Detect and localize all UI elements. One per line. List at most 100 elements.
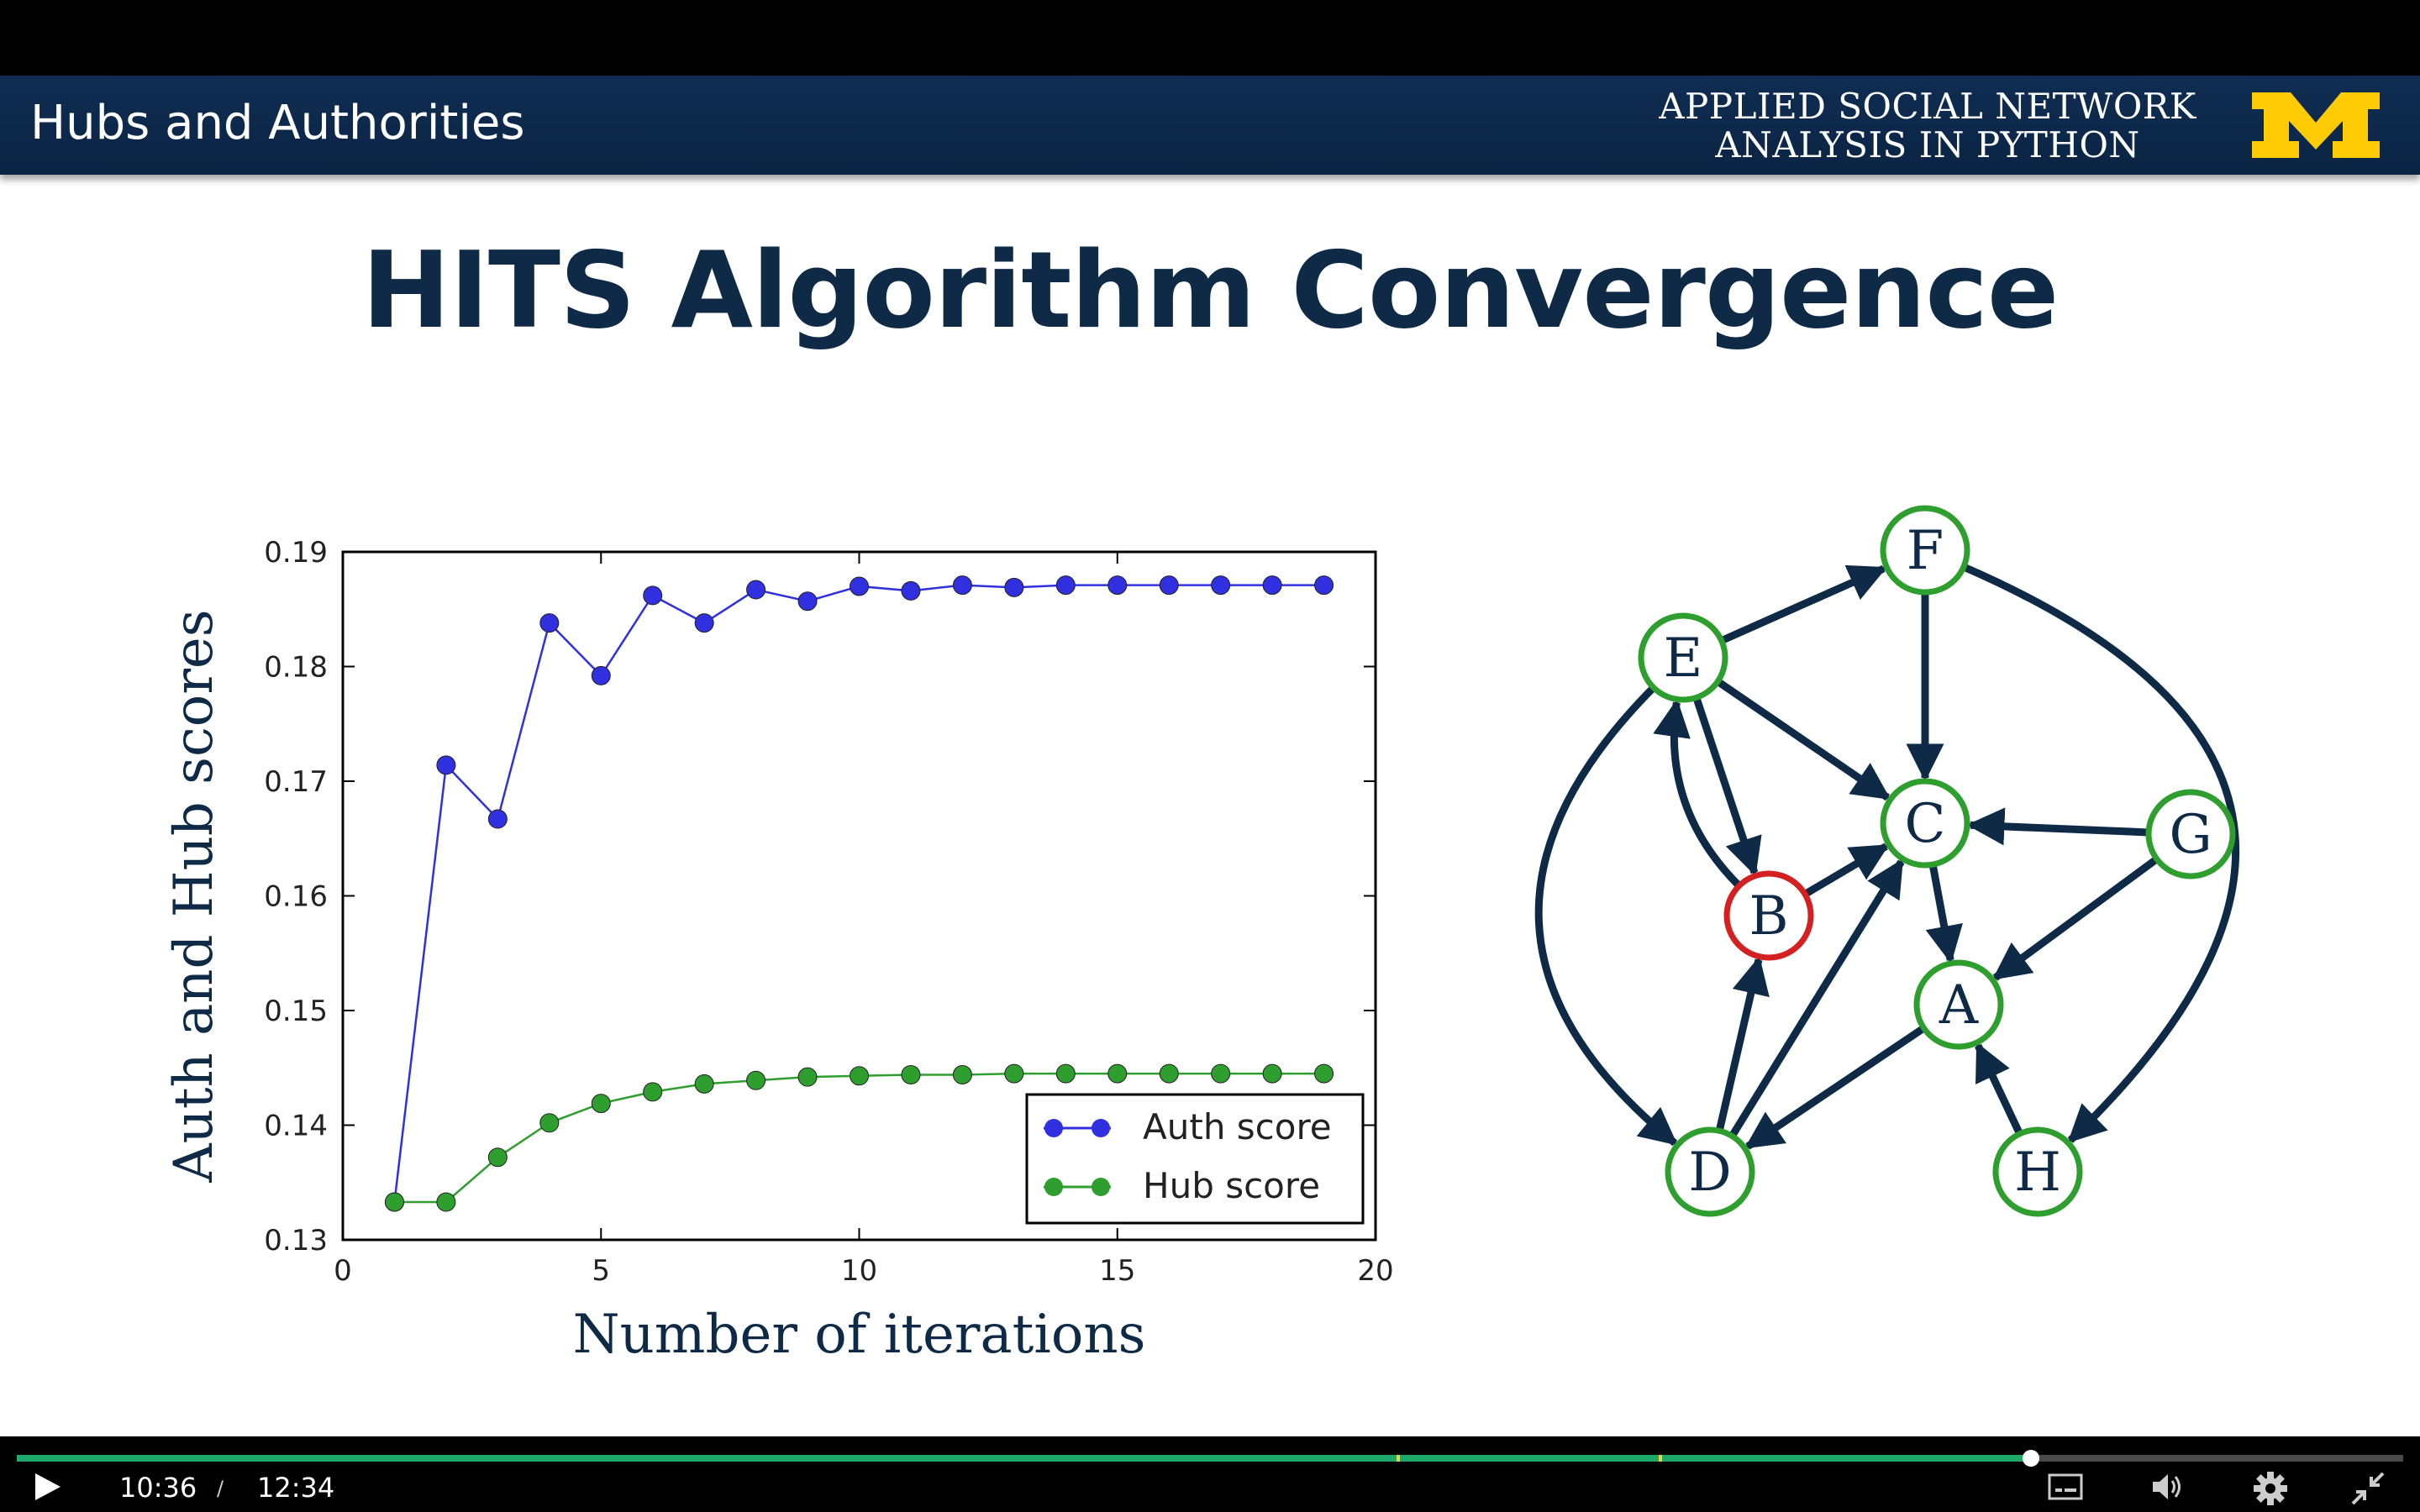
edge-D-C [1728, 858, 1905, 1138]
legend-marker [1092, 1119, 1110, 1137]
course-name: APPLIED SOCIAL NETWORK ANALYSIS IN PYTHO… [1625, 87, 2230, 165]
series-2-point [1107, 1063, 1128, 1084]
chapter-marker [1658, 1455, 1662, 1462]
volume-icon[interactable] [2149, 1470, 2186, 1504]
y-tick-label: 0.18 [264, 651, 328, 685]
series-2-point [1004, 1063, 1024, 1084]
series-2-point [694, 1074, 714, 1094]
series-1-point [1159, 575, 1179, 596]
captions-icon[interactable] [2047, 1470, 2084, 1504]
series-1-point [1107, 575, 1128, 596]
edge-A-D [1744, 1025, 1927, 1150]
node-label-D: D [1688, 1142, 1731, 1204]
edge-D-B [1715, 956, 1770, 1132]
series-2-point [850, 1066, 869, 1086]
time-separator: / [217, 1477, 224, 1500]
y-tick-label: 0.17 [264, 765, 328, 799]
legend-label: Hub score [1143, 1165, 1320, 1206]
progress-bar[interactable] [17, 1450, 2403, 1467]
edge-G-A [1991, 855, 2160, 981]
edge-E-F [1719, 564, 1887, 644]
play-icon[interactable] [30, 1470, 64, 1504]
node-label-A: A [1939, 974, 1979, 1037]
edge-G-C [1966, 807, 2149, 846]
edge-E-D [1534, 685, 1678, 1147]
series-2-point [436, 1192, 456, 1212]
series-1-point [850, 576, 869, 596]
y-tick-label: 0.14 [264, 1110, 328, 1143]
node-label-B: B [1749, 885, 1788, 948]
series-1-point [487, 809, 508, 829]
series-1-point [1262, 575, 1282, 596]
series-2-point [1055, 1063, 1076, 1084]
edge-B-E [1653, 698, 1742, 889]
duration: 12:34 [257, 1472, 335, 1504]
series-1-point [694, 613, 714, 633]
y-tick-label: 0.16 [264, 880, 328, 914]
x-tick-label: 10 [841, 1254, 877, 1288]
series-1-point [591, 665, 611, 685]
series-2-point [539, 1113, 560, 1133]
network-graph: F E C G B A D H [1534, 505, 2239, 1217]
node-label-F: F [1907, 520, 1944, 582]
current-time: 10:36 [119, 1472, 197, 1504]
node-A [1913, 959, 2004, 1050]
settings-icon[interactable] [2252, 1470, 2289, 1507]
series-2-point [1262, 1063, 1282, 1084]
edge-F-H [1962, 563, 2239, 1143]
x-tick-label: 0 [334, 1254, 352, 1288]
course-name-line1: APPLIED SOCIAL NETWORK [1659, 86, 2196, 127]
series-2-point [1211, 1063, 1231, 1084]
series-2-point [952, 1064, 972, 1084]
convergence-chart: 0 5 10 15 20 0.13 0.14 0.15 0.16 0.17 0.18 0.19 Numb… [163, 536, 1394, 1366]
progress-played [17, 1455, 2031, 1462]
y-tick-label: 0.15 [264, 995, 328, 1028]
series-1-point [901, 580, 921, 601]
section-title: Hubs and Authorities [30, 96, 525, 150]
series-1-point [643, 585, 663, 606]
series-1-point [1211, 575, 1231, 596]
edge-H-A [1974, 1042, 2023, 1136]
series-2-point [591, 1094, 611, 1114]
slide-title: HITS Algorithm Convergence [361, 228, 2060, 352]
x-axis-label: Number of iterations [573, 1304, 1146, 1366]
series-1-point [436, 755, 456, 775]
node-D [1665, 1126, 1755, 1217]
series-1-point [1055, 575, 1076, 596]
edge-E-C [1715, 678, 1891, 801]
legend-marker [1092, 1178, 1110, 1196]
node-F [1880, 505, 1970, 596]
series-1-point [952, 575, 972, 596]
x-tick-label: 20 [1357, 1254, 1393, 1288]
series-2-point [797, 1067, 818, 1087]
course-name-line2: ANALYSIS IN PYTHON [1715, 124, 2140, 165]
progress-thumb[interactable] [2022, 1450, 2039, 1467]
legend-box [1025, 1093, 1365, 1225]
y-axis-label: Auth and Hub scores [163, 609, 225, 1183]
series-1-point [1004, 577, 1024, 597]
legend-label: Auth score [1143, 1106, 1332, 1147]
legend-marker [1044, 1119, 1063, 1137]
node-label-E: E [1664, 627, 1703, 690]
series-2-point [1159, 1063, 1179, 1084]
block-m-logo-icon [2252, 92, 2380, 158]
slide: Hubs and Authorities APPLIED SOCIAL NETW… [0, 76, 2420, 1436]
series-2-point [746, 1070, 766, 1090]
exit-fullscreen-icon[interactable] [2349, 1470, 2386, 1507]
chapter-marker [1396, 1455, 1400, 1462]
series-2-point [487, 1147, 508, 1168]
y-tick-label: 0.13 [264, 1224, 328, 1257]
node-label-C: C [1905, 793, 1946, 855]
node-label-H: H [2014, 1142, 2061, 1204]
node-label-G: G [2169, 804, 2212, 866]
y-tick-label: 0.19 [264, 536, 328, 570]
node-G [2145, 789, 2236, 879]
node-H [1992, 1126, 2083, 1217]
edge-E-B [1692, 696, 1762, 877]
series-2-point [384, 1192, 404, 1212]
series-1-point [539, 613, 560, 633]
edge-C-A [1925, 864, 1963, 964]
series-1-point [1314, 575, 1334, 596]
x-tick-label: 5 [592, 1254, 610, 1288]
slide-banner: Hubs and Authorities APPLIED SOCIAL NETW… [0, 76, 2420, 175]
